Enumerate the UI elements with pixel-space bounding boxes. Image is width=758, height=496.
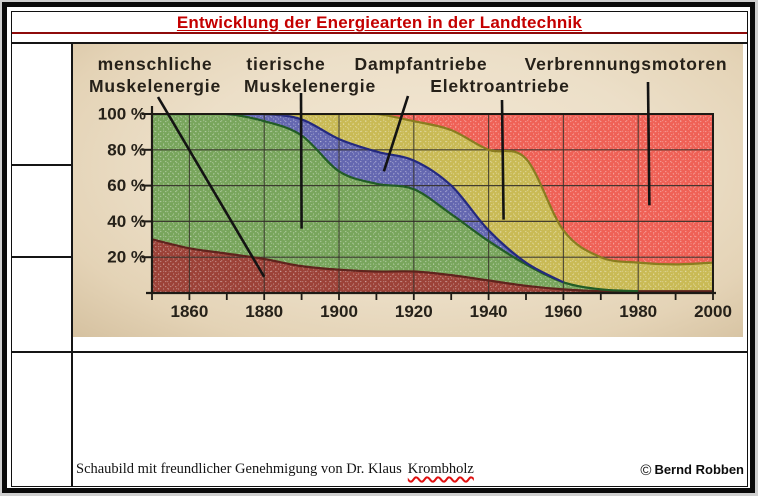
title-red-rule xyxy=(12,32,747,34)
worksheet-cell-4 xyxy=(12,353,71,486)
series-label: Dampfantriebe xyxy=(355,54,488,74)
x-tick-label: 2000 xyxy=(694,302,732,321)
series-label: menschliche xyxy=(98,54,213,74)
y-tick-label: 80 % xyxy=(107,140,146,159)
leader-line xyxy=(500,99,505,220)
left-column-border xyxy=(71,44,73,486)
x-tick-label: 1920 xyxy=(395,302,433,321)
caption-marked-word: Krombholz xyxy=(407,461,474,477)
left-cell-divider-2 xyxy=(12,256,71,258)
caption-text: Schaubild mit freundlicher Genehmigung v… xyxy=(76,461,402,477)
energy-chart-image: 100 % 80 % 60 % 40 % 20 % 1860 1880 1900 1920 194… xyxy=(73,44,743,337)
caption: Schaubild mit freundlicher Genehmigung v… xyxy=(76,461,636,478)
content-divider xyxy=(12,351,747,353)
x-tick-label: 1960 xyxy=(544,302,582,321)
header-divider xyxy=(12,42,747,44)
leader-line xyxy=(299,92,303,229)
y-tick-label: 60 % xyxy=(107,176,146,195)
stacked-area-chart: 100 % 80 % 60 % 40 % 20 % 1860 1880 1900 1920 194… xyxy=(89,54,732,321)
worksheet-cell-3 xyxy=(12,258,71,351)
page-title: Entwicklung der Energiearten in der Land… xyxy=(176,13,583,32)
copyright-name: Bernd Robben xyxy=(654,462,744,477)
y-tick-label: 100 % xyxy=(98,105,146,124)
y-tick-label: 40 % xyxy=(107,212,146,231)
y-tick-label: 20 % xyxy=(107,248,146,267)
leader-line xyxy=(382,95,410,172)
worksheet-cell-1 xyxy=(12,44,71,164)
series-label: Verbrennungsmotoren xyxy=(525,54,728,74)
left-cell-divider-1 xyxy=(12,164,71,166)
title-band: Entwicklung der Energiearten in der Land… xyxy=(12,13,747,33)
x-tick-label: 1900 xyxy=(320,302,358,321)
series-label: Elektroantriebe xyxy=(430,76,569,96)
x-tick-label: 1980 xyxy=(619,302,657,321)
series-label: tierische xyxy=(246,54,325,74)
leader-line xyxy=(156,96,266,278)
series-label: Muskelenergie xyxy=(89,76,221,96)
copyright-icon: © xyxy=(640,462,652,479)
series-label: Muskelenergie xyxy=(244,76,376,96)
worksheet-cell-2 xyxy=(12,166,71,256)
copyright: © Bernd Robben xyxy=(634,462,744,479)
x-tick-label: 1940 xyxy=(470,302,508,321)
x-tick-label: 1880 xyxy=(245,302,283,321)
x-tick-label: 1860 xyxy=(170,302,208,321)
leader-line xyxy=(646,81,651,206)
